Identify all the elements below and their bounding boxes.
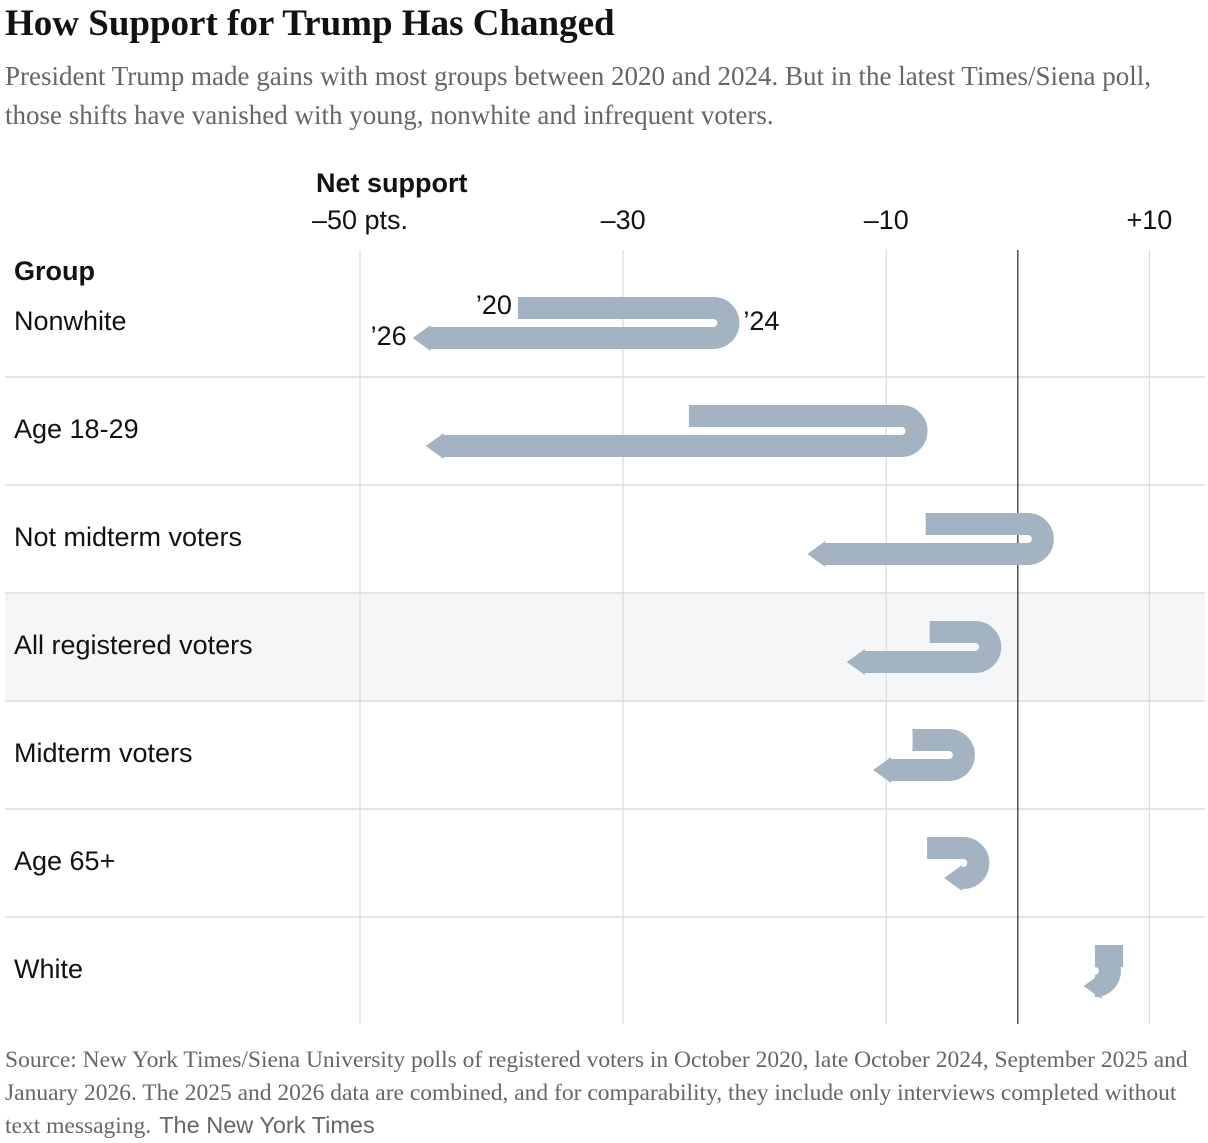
category-label: Nonwhite	[14, 306, 127, 336]
arrow-head	[873, 757, 892, 783]
chart: Net support Group –50 pts. –30 –10 +10 Nonwh…	[5, 168, 1205, 1024]
series-label: ’24	[743, 306, 779, 336]
category-label: Midterm voters	[14, 738, 193, 768]
category-label: White	[14, 954, 83, 984]
x-tick-label: –10	[864, 205, 909, 235]
category-label: Age 65+	[14, 846, 115, 876]
x-tick-label: +10	[1126, 205, 1172, 235]
arrow-head	[412, 325, 431, 351]
arrow-head	[807, 541, 826, 567]
turn-arrow	[441, 405, 928, 457]
row-highlight	[5, 593, 1205, 701]
title: How Support for Trump Has Changed	[5, 3, 615, 44]
series-label: ’26	[371, 321, 407, 351]
turn-arrow	[889, 729, 975, 781]
source: Source: New York Times/Siena University …	[5, 1047, 1188, 1139]
category-label: Age 18-29	[14, 414, 139, 444]
arrow-head	[1083, 973, 1102, 999]
credit: The New York Times	[159, 1112, 375, 1138]
turn-arrow	[428, 297, 740, 349]
arrow-head	[846, 649, 865, 675]
subtitle: President Trump made gains with most gro…	[5, 61, 1151, 130]
axis-label: Net support	[316, 168, 468, 198]
category-label: Not midterm voters	[14, 522, 242, 552]
turn-arrow	[927, 837, 990, 889]
x-tick-label: –50 pts.	[312, 205, 408, 235]
arrow-head	[425, 433, 444, 459]
turn-arrow	[862, 621, 1002, 673]
category-label: Group	[14, 256, 95, 286]
footer: Source: New York Times/Siena University …	[5, 1044, 1205, 1143]
turn-arrow	[823, 513, 1054, 565]
category-label: All registered voters	[14, 630, 253, 660]
arrow-head	[944, 865, 963, 891]
x-tick-label: –30	[601, 205, 646, 235]
series-label: ’20	[476, 290, 512, 320]
